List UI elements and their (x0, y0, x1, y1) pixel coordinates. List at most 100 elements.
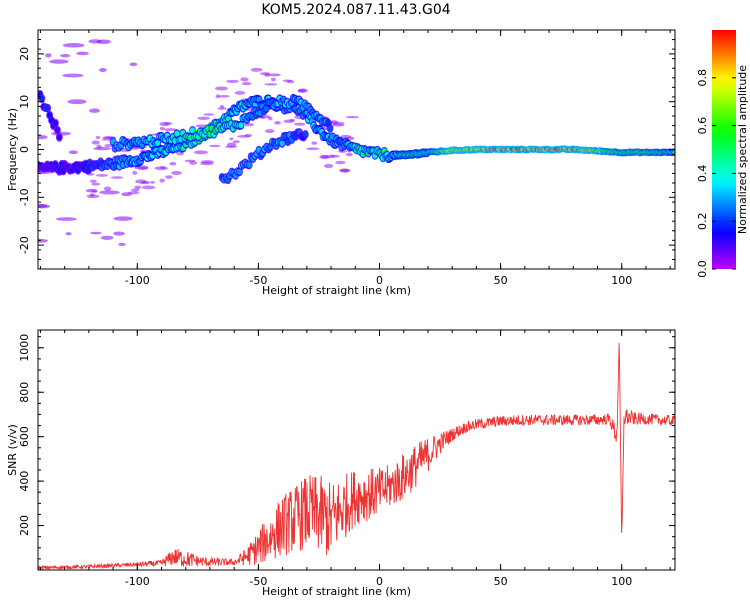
snr-frame (37, 329, 676, 571)
snr-ytick-label: 400 (18, 471, 31, 492)
spectral-blob (68, 150, 78, 155)
snr-xtick-label: 0 (376, 575, 383, 588)
spectral-blob (215, 94, 221, 99)
heat-xtick-label: -100 (125, 274, 150, 287)
spectral-blob (135, 179, 147, 184)
spectral-blob (113, 216, 133, 221)
snr-series-line (38, 342, 675, 570)
spectral-blob (345, 115, 359, 119)
heat-xtick-label: -50 (249, 274, 267, 287)
spectral-blob (89, 108, 101, 113)
spectral-blob (110, 176, 124, 179)
spectral-blob (193, 150, 208, 155)
spectral-blob (236, 168, 243, 175)
spectral-blob (224, 145, 238, 149)
figure-title: KOM5.2024.087.11.43.G04 (261, 2, 450, 18)
spectral-blob (127, 191, 140, 195)
spectral-blob (306, 147, 320, 151)
spectral-blob (163, 122, 173, 125)
spectral-blob (174, 130, 180, 137)
spectral-blob (244, 133, 253, 137)
spectral-blob (335, 160, 346, 165)
spectral-blob (65, 232, 72, 236)
spectral-blob (132, 170, 138, 175)
heat-ytick-label: 20 (18, 47, 31, 61)
colorbar-tick-label: 0.4 (696, 165, 709, 183)
heat-ytick-label: -20 (18, 236, 31, 254)
heat-xlabel: Height of straight line (km) (262, 284, 411, 297)
spectral-blob (197, 116, 210, 120)
spectral-blob (154, 166, 168, 171)
spectral-blob (104, 143, 113, 148)
spectral-blob (150, 181, 155, 184)
spectral-blob (203, 113, 215, 116)
spectral-blob (226, 79, 239, 83)
colorbar-tick-label: 0.2 (696, 212, 709, 230)
spectral-blob (118, 242, 126, 247)
spectral-blob (91, 190, 98, 193)
spectral-blob (297, 88, 308, 93)
snr-ytick-label: 200 (18, 515, 31, 536)
snr-ytick-label: 600 (18, 426, 31, 447)
spectral-blob (141, 185, 156, 190)
spectral-blob (189, 161, 197, 165)
spectral-blob (137, 165, 149, 170)
heat-ytick-label: -10 (18, 188, 31, 206)
spectral-blob (229, 137, 234, 141)
spectral-blob (283, 119, 295, 124)
spectral-blob (672, 150, 675, 155)
spectral-blob (45, 53, 52, 58)
spectral-blob (62, 73, 84, 78)
spectral-blob (214, 86, 228, 91)
spectral-blob (240, 77, 249, 82)
spectral-blob (155, 139, 161, 146)
spectral-blob (260, 72, 271, 76)
spectral-blob (264, 129, 275, 134)
spectral-blob (332, 154, 340, 158)
spectral-blob (95, 174, 109, 177)
colorbar-tick-label: 0.0 (696, 260, 709, 278)
spectral-blob (302, 131, 308, 138)
spectral-blob (67, 99, 87, 105)
spectral-blob (39, 95, 45, 102)
snr-ytick-label: 800 (18, 382, 31, 403)
spectral-blob (49, 59, 69, 64)
spectral-blob (238, 122, 244, 129)
spectral-blob (234, 91, 246, 95)
spectral-blob (159, 126, 165, 131)
spectral-blob (345, 152, 353, 157)
spectral-blob (103, 186, 112, 191)
spectral-blob (131, 188, 140, 192)
spectral-blob (200, 161, 214, 166)
heat-xtick-label: 50 (494, 274, 508, 287)
spectral-blob (339, 168, 350, 173)
snr-xtick-label: -100 (125, 575, 150, 588)
spectral-blob (62, 43, 85, 48)
spectral-blob (93, 146, 111, 151)
colorbar: 0.0 0.2 0.4 0.6 0.8 Normalized spectral ampli… (696, 30, 749, 278)
spectral-blob (45, 105, 51, 112)
snr-xlabel: Height of straight line (km) (262, 585, 411, 598)
spectral-blob (311, 141, 318, 145)
spectral-blob (98, 67, 107, 72)
snr-xtick-label: -50 (249, 575, 267, 588)
spectral-blob (38, 134, 48, 140)
spectral-blob (294, 122, 306, 126)
spectral-blob (270, 77, 276, 82)
snr-ylabel: SNR (v/v) (6, 424, 19, 476)
spectral-blob (55, 217, 77, 221)
heat-ytick-label: 10 (18, 95, 31, 109)
spectral-blob (269, 73, 281, 77)
snr-ytick-label: 1000 (18, 334, 31, 362)
spectral-blob (264, 83, 278, 86)
spectral-blob (90, 231, 102, 235)
spectral-blob (95, 135, 101, 139)
spectral-blob (319, 154, 330, 160)
spectral-blob (192, 129, 197, 132)
snr-panel: -100 -50 0 50 100 Height of straight line (km… (6, 329, 676, 598)
spectral-blob (99, 190, 120, 195)
spectral-blob (241, 82, 252, 86)
colorbar-tick-label: 0.6 (696, 117, 709, 135)
